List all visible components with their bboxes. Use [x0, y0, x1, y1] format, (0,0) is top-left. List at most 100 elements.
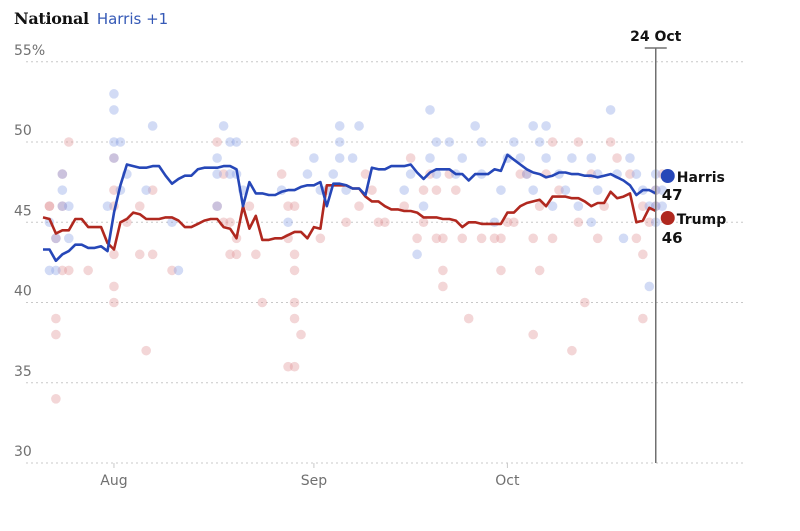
harris-poll-dot — [302, 169, 313, 179]
harris-poll-dot — [412, 249, 422, 260]
trump-poll-dot — [225, 249, 235, 260]
trump-poll-dot — [496, 233, 506, 244]
trump-poll-dot — [109, 281, 119, 292]
y-tick-label: 55% — [14, 43, 45, 59]
trump-poll-dot — [289, 265, 300, 276]
trump-poll-dot — [257, 297, 268, 308]
trump-poll-dot — [438, 281, 448, 292]
trump-poll-dot — [528, 233, 538, 244]
harris-poll-dots — [44, 89, 667, 292]
trump-poll-dot — [276, 169, 287, 179]
y-axis-ticks: 55% 50 45 40 35 30 — [14, 43, 45, 460]
trump-poll-dot — [644, 217, 655, 228]
harris-poll-dot — [560, 185, 571, 195]
harris-poll-dot — [102, 201, 113, 211]
trump-poll-dot — [631, 233, 642, 244]
trump-poll-dot — [134, 249, 145, 260]
harris-poll-dot — [109, 137, 119, 147]
lead-badge: Harris +1 — [96, 10, 169, 28]
harris-poll-dot — [657, 185, 667, 195]
trump-poll-dot — [515, 169, 526, 179]
trump-poll-dot — [289, 313, 300, 324]
harris-poll-dot — [334, 153, 345, 163]
trump-poll-dot — [283, 361, 293, 372]
harris-poll-dot — [115, 137, 126, 147]
trump-poll-dot — [212, 137, 222, 147]
end-date-label: 24 Oct — [630, 29, 682, 45]
harris-poll-dot — [457, 153, 468, 163]
trump-poll-dot — [528, 329, 538, 340]
harris-poll-dot — [57, 185, 68, 195]
trump-legend-dot — [660, 211, 675, 225]
trump-poll-dot — [289, 249, 300, 260]
trump-poll-dot — [418, 217, 429, 228]
trump-poll-dots — [44, 137, 667, 404]
harris-poll-dot — [592, 185, 603, 195]
trump-poll-dot — [431, 185, 442, 195]
x-tick-label: Aug — [100, 473, 127, 489]
harris-poll-dot — [534, 137, 545, 147]
trump-poll-dot — [64, 265, 74, 276]
harris-legend-label: Harris — [677, 170, 725, 186]
harris-poll-dot — [618, 233, 629, 244]
trump-poll-dot — [612, 153, 622, 163]
trump-poll-dot — [57, 265, 68, 276]
trump-poll-dot — [167, 265, 177, 276]
harris-poll-dot — [173, 265, 184, 276]
harris-poll-dot — [225, 169, 235, 179]
trump-poll-dot — [567, 345, 577, 356]
harris-poll-dot — [328, 169, 339, 179]
trump-poll-dot — [44, 201, 55, 211]
harris-poll-dot — [567, 153, 577, 163]
harris-poll-dot — [212, 201, 222, 211]
trump-poll-dot — [463, 313, 474, 324]
trump-poll-dot — [51, 394, 61, 404]
trump-poll-dot — [289, 201, 300, 211]
trump-poll-dot — [51, 313, 61, 324]
trump-poll-dot — [289, 361, 300, 372]
trump-poll-dot — [367, 185, 377, 195]
trump-poll-dot — [592, 233, 603, 244]
harris-poll-dot — [425, 153, 435, 163]
harris-poll-dot — [64, 233, 74, 244]
trump-poll-dot — [405, 153, 416, 163]
harris-poll-dot — [231, 137, 242, 147]
harris-poll-dot — [586, 153, 597, 163]
trump-poll-dot — [438, 233, 448, 244]
harris-poll-dot — [141, 185, 151, 195]
trump-poll-dot — [418, 185, 429, 195]
trump-poll-dot — [451, 185, 461, 195]
trump-poll-dot — [57, 201, 68, 211]
harris-poll-dot — [225, 137, 235, 147]
harris-poll-dot — [528, 185, 538, 195]
harris-poll-dot — [541, 121, 551, 131]
trump-poll-dot — [51, 233, 61, 244]
trend-lines — [42, 153, 657, 263]
trump-poll-dot — [360, 169, 371, 179]
harris-poll-dot — [444, 137, 455, 147]
harris-poll-dot — [418, 201, 429, 211]
trump-poll-dot — [547, 137, 558, 147]
harris-poll-dot — [631, 169, 642, 179]
x-tick-label: Sep — [301, 473, 328, 489]
harris-poll-dot — [586, 217, 597, 228]
harris-poll-dot — [212, 153, 222, 163]
trump-poll-dot — [573, 137, 584, 147]
trump-poll-dot — [534, 265, 545, 276]
trump-poll-dot — [373, 217, 384, 228]
trump-poll-dot — [502, 217, 513, 228]
harris-poll-dot — [109, 153, 119, 163]
y-tick-label: 35 — [14, 364, 32, 380]
harris-poll-dot — [541, 153, 551, 163]
trump-poll-dot — [509, 217, 519, 228]
harris-poll-dot — [644, 281, 655, 292]
trump-poll-dot — [109, 297, 119, 308]
trump-legend-label: Trump — [677, 212, 727, 228]
harris-trend-line — [43, 153, 657, 263]
trump-poll-dot — [83, 265, 93, 276]
harris-poll-dot — [496, 185, 506, 195]
trump-poll-dot — [147, 185, 158, 195]
harris-poll-dot — [489, 217, 500, 228]
trump-poll-dot — [438, 265, 448, 276]
harris-poll-dot — [470, 121, 480, 131]
